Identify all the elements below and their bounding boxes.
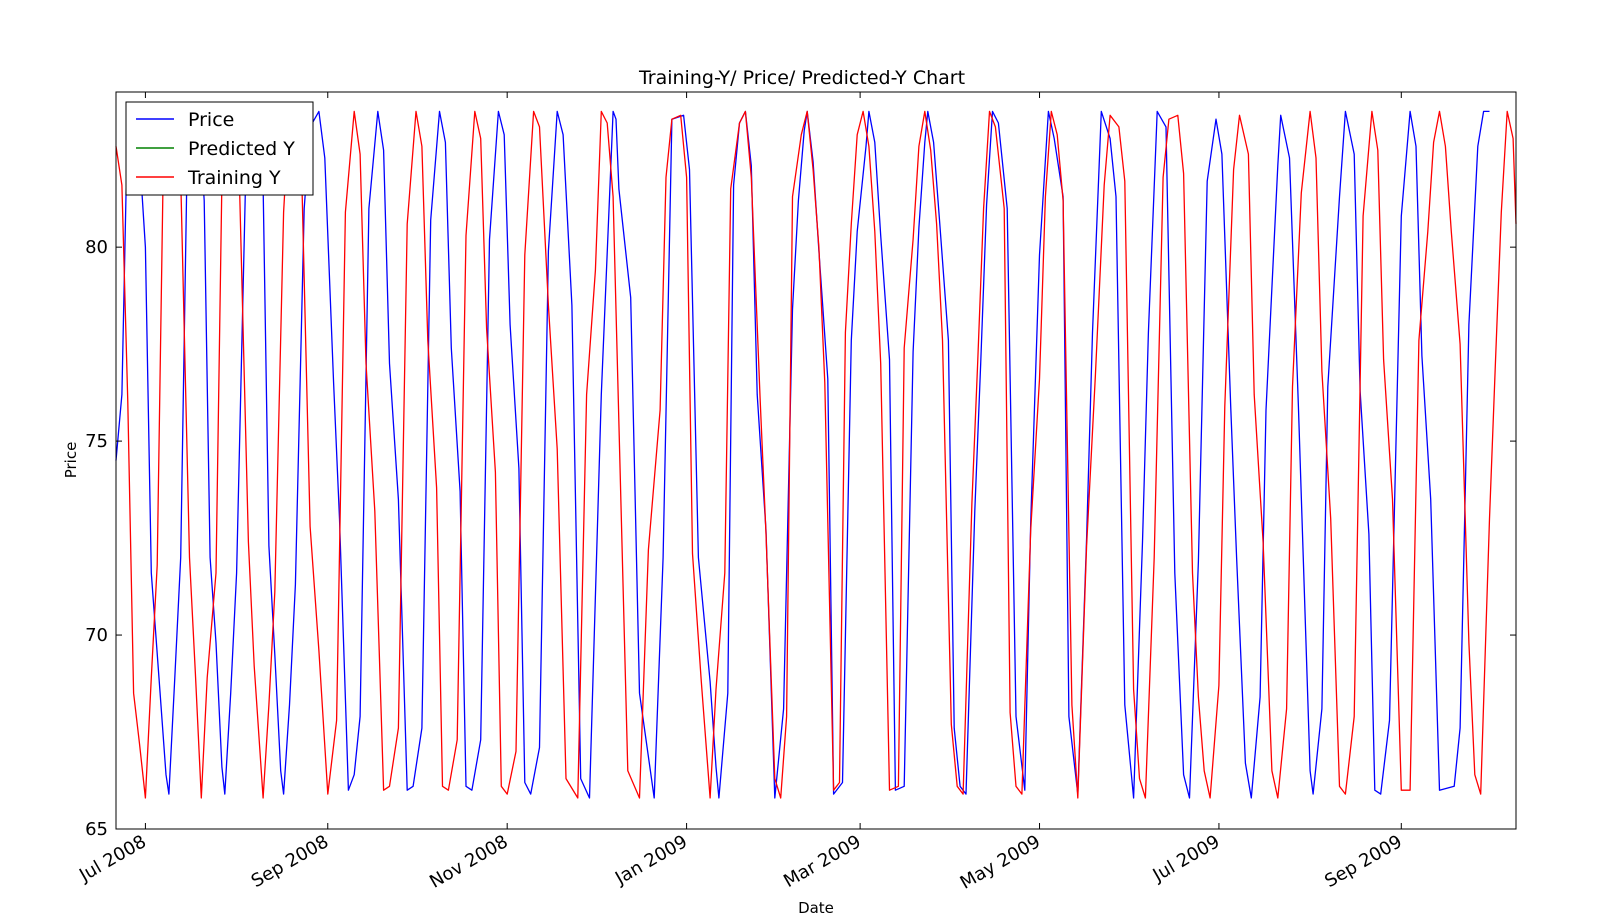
plot-area <box>115 91 1517 830</box>
legend-label-training-y: Training Y <box>187 167 281 189</box>
legend-label-predicted-y: Predicted Y <box>188 138 295 160</box>
series-line-training-y <box>115 106 1517 799</box>
x-tick-label: Nov 2008 <box>426 831 512 893</box>
x-tick-label: Sep 2009 <box>1321 831 1406 892</box>
legend-label-price: Price <box>188 109 234 131</box>
x-tick-label: May 2009 <box>957 831 1044 894</box>
y-tick-label: 75 <box>85 431 108 452</box>
x-tick-label: Jan 2009 <box>611 831 691 889</box>
chart-title: Training-Y/ Price/ Predicted-Y Chart <box>638 67 965 89</box>
y-tick-label: 80 <box>85 237 108 258</box>
y-tick-label: 65 <box>85 819 108 840</box>
x-axis-label: Date <box>798 899 834 917</box>
legend: Price Predicted Y Training Y <box>125 101 314 196</box>
y-axis: 65 70 75 80 <box>85 237 1516 840</box>
x-tick-label: Sep 2008 <box>248 831 333 892</box>
plot-frame <box>115 91 1517 830</box>
x-tick-label: Mar 2009 <box>780 831 865 892</box>
y-axis-label: Price <box>62 442 80 479</box>
y-tick-label: 70 <box>85 625 108 646</box>
x-tick-label: Jul 2009 <box>1149 831 1224 886</box>
